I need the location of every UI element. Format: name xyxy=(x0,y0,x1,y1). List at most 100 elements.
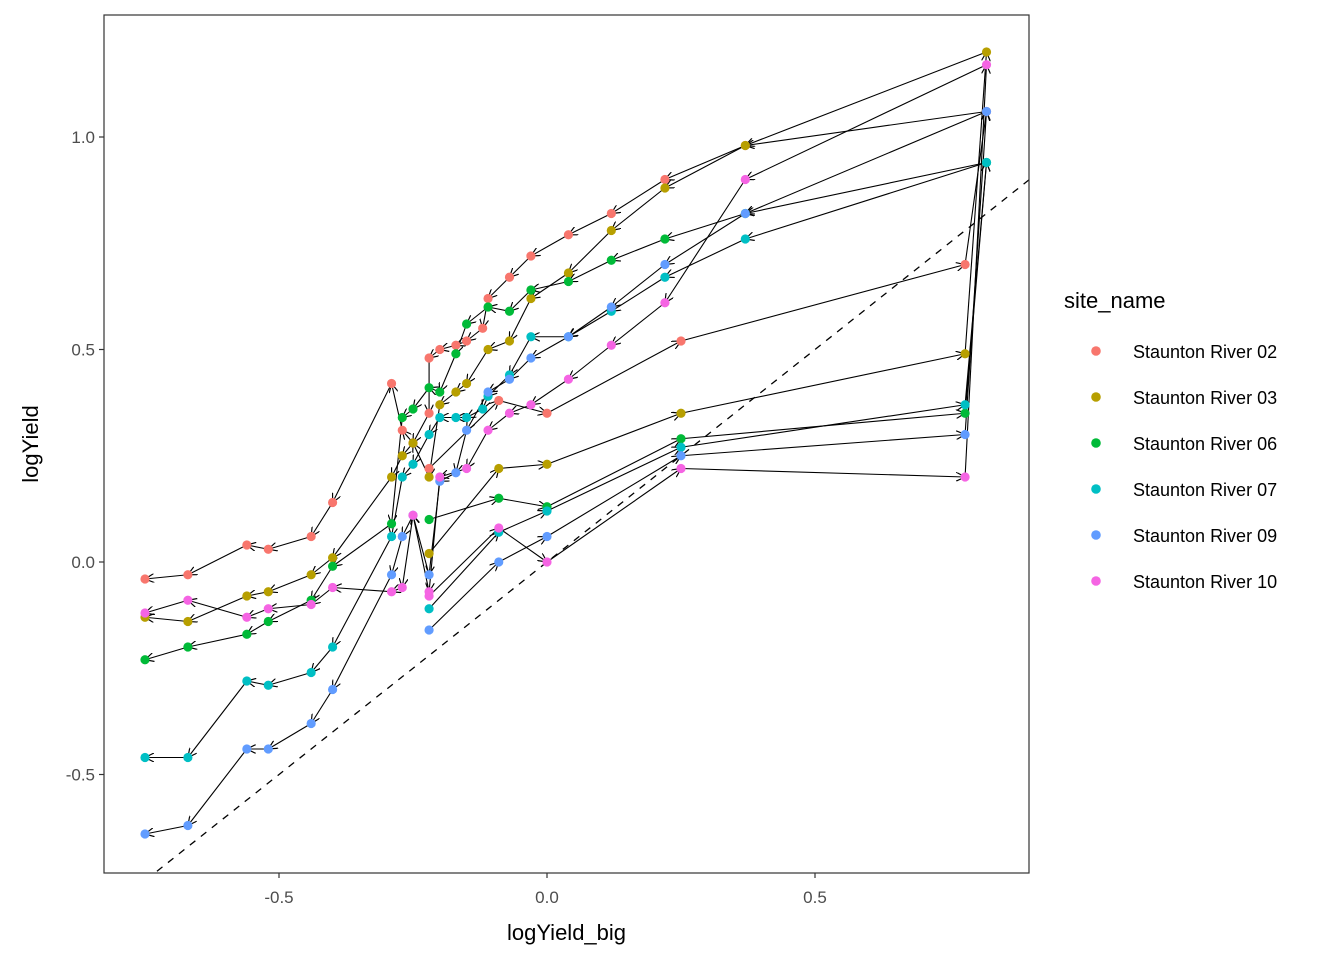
data-point xyxy=(328,684,338,695)
identity-reference-line xyxy=(153,178,1029,873)
data-point xyxy=(183,820,193,831)
legend-key-dot xyxy=(1091,392,1101,402)
trajectory-segment xyxy=(964,65,986,478)
data-point xyxy=(563,268,574,278)
trajectory-segment xyxy=(568,213,612,235)
trajectory-segment xyxy=(665,145,746,189)
data-point xyxy=(435,400,445,410)
trajectory-segment xyxy=(428,498,499,521)
x-tick-label: 0.5 xyxy=(803,888,827,907)
trajectory-segment xyxy=(745,110,987,214)
trajectory-segment xyxy=(268,599,312,621)
data-point xyxy=(242,591,252,601)
trajectory-segment xyxy=(333,536,393,648)
trajectory-segment xyxy=(145,646,189,660)
trajectory-segment xyxy=(145,617,188,621)
trajectory-segment xyxy=(188,748,248,826)
data-point xyxy=(386,378,397,389)
trajectory-segment xyxy=(456,430,468,473)
trajectory-segment xyxy=(680,354,965,414)
trajectory-segment xyxy=(428,532,499,610)
data-point xyxy=(483,387,493,397)
data-point xyxy=(960,408,970,418)
trajectory-segment xyxy=(498,537,547,563)
data-point xyxy=(478,404,488,414)
data-point xyxy=(263,544,273,554)
data-point xyxy=(526,285,536,295)
trajectory-segment xyxy=(268,605,312,609)
legend-label: Staunton River 03 xyxy=(1133,388,1277,408)
data-point xyxy=(483,302,493,312)
trajectory-segment xyxy=(333,476,393,558)
data-point xyxy=(606,225,616,236)
trajectory-segment xyxy=(413,434,430,465)
data-point xyxy=(960,400,970,410)
data-point xyxy=(424,472,434,482)
trajectory-segment xyxy=(546,469,681,563)
data-point xyxy=(981,106,992,117)
data-point xyxy=(263,616,273,627)
data-point xyxy=(563,276,574,287)
trajectory-segment xyxy=(546,447,681,512)
data-point xyxy=(451,340,461,350)
trajectory-segment xyxy=(680,405,965,448)
data-point xyxy=(981,47,992,57)
data-point xyxy=(462,336,472,346)
data-point xyxy=(660,298,670,308)
trajectory-segment xyxy=(531,234,569,256)
trajectory-segment xyxy=(145,599,189,613)
x-tick-label: 0.0 xyxy=(535,888,559,907)
data-point xyxy=(660,234,670,244)
data-point xyxy=(563,332,574,342)
data-point xyxy=(660,183,670,193)
trajectory-segment xyxy=(467,429,489,468)
data-point xyxy=(328,561,338,571)
data-point xyxy=(424,353,434,363)
trajectory-segment xyxy=(413,515,430,575)
data-point xyxy=(606,208,616,219)
data-point xyxy=(263,604,273,614)
data-point xyxy=(960,259,970,270)
trajectory-segment xyxy=(311,646,334,673)
panel-border xyxy=(103,14,1030,874)
trajectory-segment xyxy=(611,264,666,308)
data-point xyxy=(494,493,504,503)
trajectory-segment xyxy=(188,633,247,647)
data-point xyxy=(606,340,616,350)
data-point xyxy=(478,323,488,333)
data-point xyxy=(397,472,407,482)
data-point xyxy=(424,463,434,474)
data-point xyxy=(424,548,434,559)
trajectory-segment xyxy=(531,336,569,358)
trajectory-segment xyxy=(665,144,746,180)
data-point xyxy=(328,642,338,652)
trajectory-segment xyxy=(568,259,612,281)
data-point xyxy=(424,429,434,440)
data-point xyxy=(462,319,472,329)
data-point xyxy=(386,531,397,542)
data-point xyxy=(542,557,552,567)
trajectory-segment xyxy=(145,824,188,835)
trajectory-segment xyxy=(428,401,499,469)
legend-key-dot xyxy=(1091,484,1101,494)
data-point xyxy=(504,272,515,282)
y-axis: -0.5 0.0 0.5 1.0 xyxy=(66,128,104,785)
legend-title: site_name xyxy=(1064,288,1166,313)
data-point xyxy=(483,344,493,355)
y-axis-title: logYield xyxy=(18,405,43,482)
trajectory-segment xyxy=(188,600,247,618)
data-point xyxy=(462,412,472,423)
data-point xyxy=(424,408,434,418)
trajectory-segment xyxy=(568,306,612,337)
data-point xyxy=(494,463,504,474)
trajectory-segment xyxy=(268,535,312,550)
data-point xyxy=(504,306,515,316)
data-point xyxy=(242,744,252,754)
data-point xyxy=(424,604,434,614)
data-point xyxy=(542,459,552,469)
data-point xyxy=(397,412,407,423)
trajectory-segment xyxy=(498,464,547,468)
data-point xyxy=(183,752,193,763)
data-point xyxy=(435,412,445,423)
data-point xyxy=(397,531,407,542)
